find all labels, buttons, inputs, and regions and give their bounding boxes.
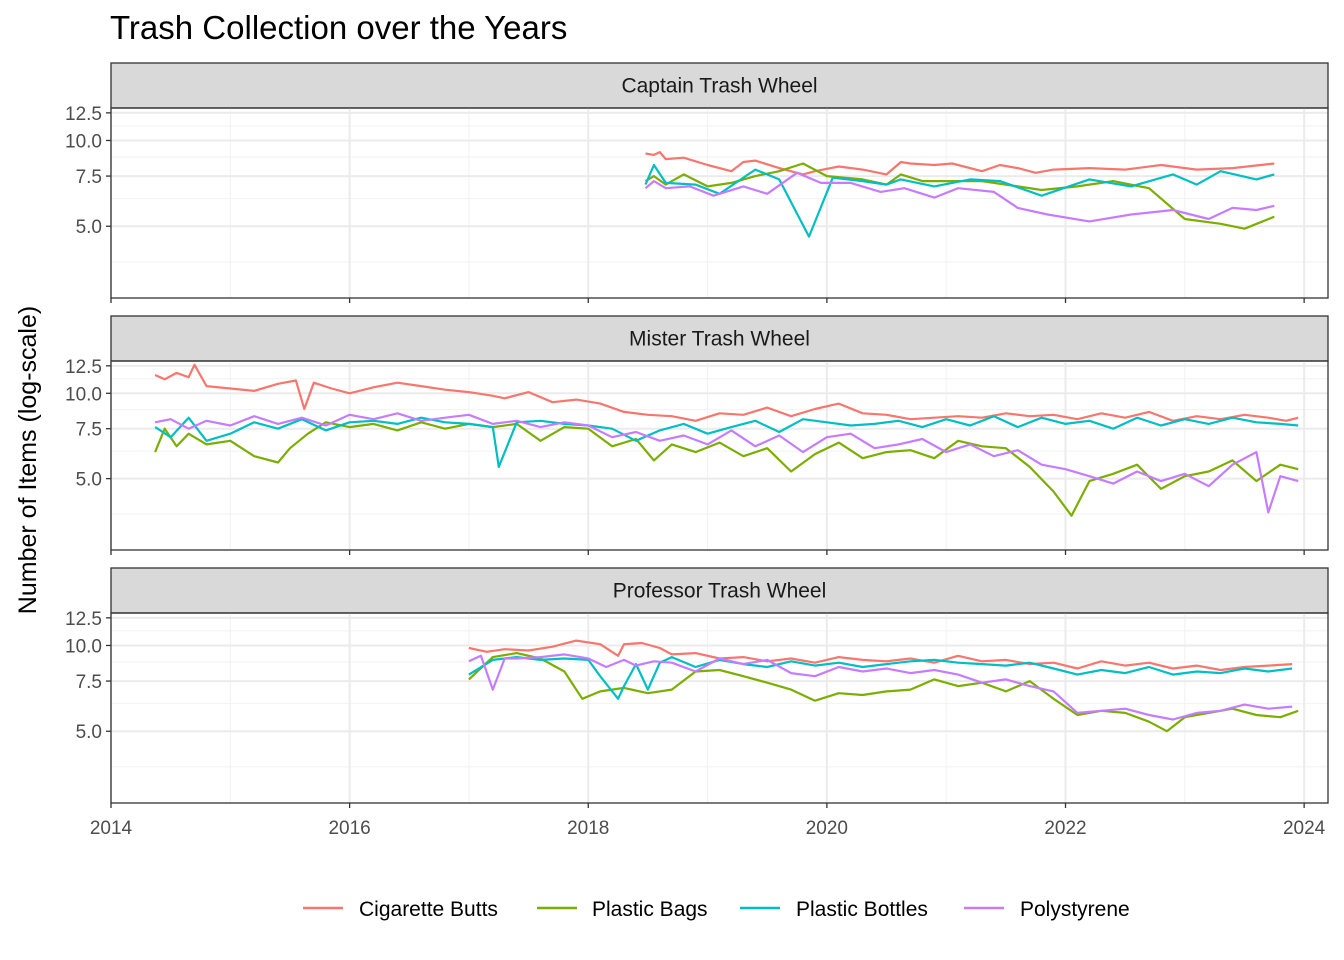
y-tick-label: 5.0 xyxy=(76,470,102,491)
y-axis: 5.0 7.5 10.0 12.5 xyxy=(65,104,111,238)
y-tick-label: 7.5 xyxy=(76,420,102,441)
panels: Captain Trash Wheel5.07.510.012.5Mister … xyxy=(65,62,1329,808)
legend-item-cigarette-butts: Cigarette Butts xyxy=(303,898,498,921)
y-tick-label: 7.5 xyxy=(76,167,102,188)
x-tick-label: 2016 xyxy=(328,818,370,839)
panel-strip xyxy=(110,567,1329,614)
panel-border xyxy=(110,107,1329,299)
y-tick-label: 5.0 xyxy=(76,217,102,238)
y-tick-label: 10.0 xyxy=(65,131,102,152)
series-line-cigarette-butts xyxy=(154,363,1299,422)
series-line-plastic-bags xyxy=(644,162,1275,230)
legend-label: Plastic Bags xyxy=(592,898,708,921)
gridlines xyxy=(110,108,1328,298)
y-tick-label: 12.5 xyxy=(65,357,102,378)
panel-captain-trash-wheel: Captain Trash Wheel 5.0 7.5 10.0 12.5 xyxy=(65,62,1329,303)
panel-mister-trash-wheel: Mister Trash Wheel 5.0 7.5 10.0 12.5 xyxy=(65,315,1329,555)
legend-item-plastic-bags: Plastic Bags xyxy=(537,898,708,921)
series-line-cigarette-butts xyxy=(468,639,1293,672)
y-tick-label: 7.5 xyxy=(76,672,102,693)
panel-professor-trash-wheel: Professor Trash Wheel 5.0 7.5 10.0 12.5 xyxy=(65,567,1329,808)
y-tick-label: 12.5 xyxy=(65,104,102,125)
legend: Cigarette Butts Plastic Bags Plastic Bottl… xyxy=(303,898,1130,921)
x-tick-label: 2022 xyxy=(1044,818,1086,839)
series-line-plastic-bags xyxy=(468,652,1299,733)
panel-border xyxy=(110,612,1329,804)
series-lines xyxy=(468,639,1299,733)
chart-title: Trash Collection over the Years xyxy=(110,9,567,46)
series-lines xyxy=(644,151,1275,238)
legend-label: Polystyrene xyxy=(1020,898,1130,921)
panel-strip-label: Mister Trash Wheel xyxy=(629,328,810,351)
series-line-plastic-bottles xyxy=(154,415,1299,468)
legend-item-polystyrene: Polystyrene xyxy=(964,898,1130,921)
series-line-plastic-bags xyxy=(154,421,1299,517)
gridlines xyxy=(110,613,1328,803)
series-line-plastic-bottles xyxy=(644,163,1275,238)
y-axis: 5.0 7.5 10.0 12.5 xyxy=(65,357,111,491)
x-tick-label: 2018 xyxy=(567,818,609,839)
legend-label: Plastic Bottles xyxy=(796,898,928,921)
y-tick-label: 10.0 xyxy=(65,384,102,405)
y-axis-title: Number of Items (log-scale) xyxy=(14,306,42,614)
panel-border xyxy=(110,360,1329,551)
y-tick-label: 10.0 xyxy=(65,636,102,657)
x-axis: 2014 2016 2018 2020 2022 2024 xyxy=(90,818,1326,839)
x-tick-label: 2020 xyxy=(806,818,848,839)
y-axis: 5.0 7.5 10.0 12.5 xyxy=(65,609,111,743)
series-line-polystyrene xyxy=(154,412,1299,514)
series-line-cigarette-butts xyxy=(645,151,1275,176)
panel-strip xyxy=(110,315,1329,362)
legend-item-plastic-bottles: Plastic Bottles xyxy=(740,898,928,921)
y-tick-label: 5.0 xyxy=(76,722,102,743)
series-lines xyxy=(154,363,1299,517)
panel-strip xyxy=(110,62,1329,109)
x-tick-label: 2024 xyxy=(1283,818,1326,839)
series-line-plastic-bottles xyxy=(468,656,1293,700)
series-line-polystyrene xyxy=(644,171,1275,223)
x-tick-label: 2014 xyxy=(90,818,133,839)
panel-strip-label: Captain Trash Wheel xyxy=(621,75,817,98)
series-line-polystyrene xyxy=(468,653,1293,721)
y-tick-label: 12.5 xyxy=(65,609,102,630)
legend-label: Cigarette Butts xyxy=(359,898,498,921)
gridlines xyxy=(110,361,1328,550)
panel-strip-label: Professor Trash Wheel xyxy=(613,580,827,603)
